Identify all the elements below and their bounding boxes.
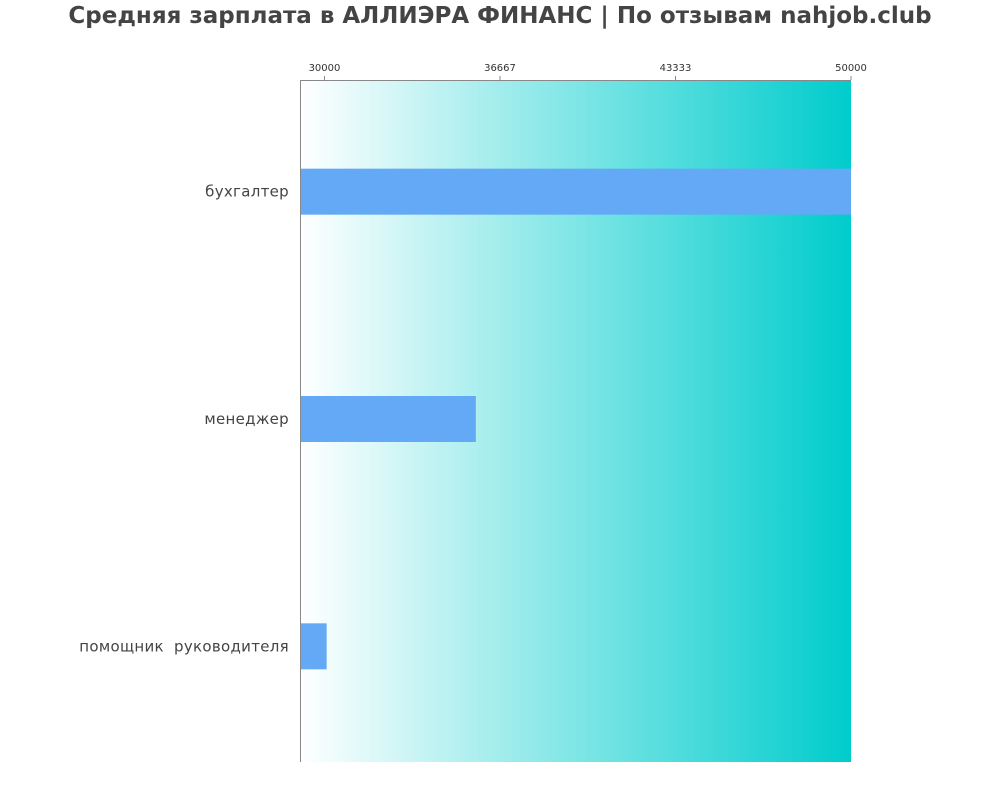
x-tick-label: 30000 xyxy=(309,63,341,74)
x-tick-label: 36667 xyxy=(484,63,516,74)
chart-title: Средняя зарплата в АЛЛИЭРА ФИНАНС | По о… xyxy=(68,3,932,29)
bar xyxy=(300,168,851,215)
y-category-label: бухгалтер xyxy=(205,183,289,201)
y-category-label: менеджер xyxy=(204,410,289,428)
bar xyxy=(300,623,327,670)
x-tick-label: 50000 xyxy=(835,63,867,74)
y-category-label: помощник руководителя xyxy=(79,637,289,655)
bar xyxy=(300,396,476,442)
x-tick-label: 43333 xyxy=(660,63,692,74)
